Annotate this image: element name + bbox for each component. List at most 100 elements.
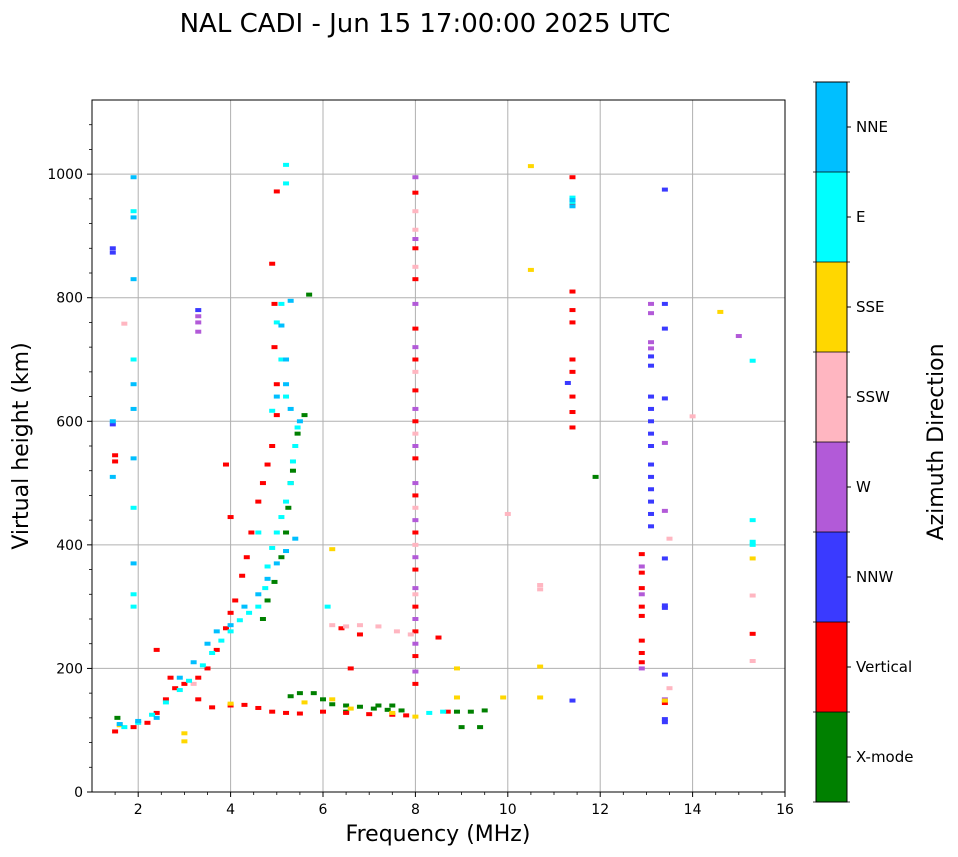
data-point-nnw [661,672,668,677]
data-point-nnw [661,605,668,610]
data-point-nnw [109,250,116,255]
data-point-vertical [232,598,239,603]
colorbar-label: Vertical [856,658,912,676]
data-point-vertical [638,604,645,609]
data-point-vertical [569,394,576,399]
y-tick-label: 600 [56,414,83,430]
data-point-x-mode [592,474,599,479]
data-point-e [292,444,299,448]
colorbar-label: E [856,208,865,226]
data-point-nne [130,215,137,220]
data-point-e [426,710,433,715]
data-point-x-mode [294,431,301,436]
data-point-ssw [749,593,756,598]
data-point-vertical [264,462,271,467]
data-point-vertical [144,720,151,725]
data-point-vertical [227,610,234,615]
data-point-nne [241,604,248,609]
data-point-nnw [661,556,668,561]
data-point-ssw [412,227,419,232]
data-point-e [255,604,262,609]
data-point-nne [116,722,123,727]
data-point-sse [389,710,396,715]
data-point-vertical [412,326,419,331]
data-point-vertical [112,729,119,734]
x-tick-label: 14 [684,802,702,818]
data-point-e [283,181,290,186]
data-point-vertical [130,725,137,730]
data-point-x-mode [278,555,285,560]
colorbar-swatch [816,172,847,262]
y-tick-label: 400 [56,538,83,554]
data-point-e [283,162,290,167]
data-point-e [749,358,756,363]
data-point-w [412,669,419,674]
data-point-nnw [661,603,668,608]
data-point-vertical [366,712,373,717]
data-point-vertical [412,246,419,251]
data-point-vertical [412,681,419,686]
data-point-vertical [209,705,216,710]
data-point-x-mode [296,691,303,696]
data-point-vertical [239,573,246,578]
data-point-sse [329,697,336,702]
data-point-nne [213,629,220,634]
data-point-nne [273,561,280,566]
data-point-vertical [412,277,419,282]
data-point-nnw [648,462,655,467]
data-point-vertical [204,666,211,671]
data-point-nnw [648,524,655,529]
data-point-ssw [666,536,673,541]
data-point-e [749,539,756,544]
data-point-w [638,564,645,569]
data-point-vertical [412,456,419,461]
data-point-nne [278,323,285,328]
colorbar-label: X-mode [856,748,913,766]
data-point-e [294,425,301,430]
data-point-vertical [569,320,576,325]
data-point-nnw [195,308,202,313]
data-point-w [412,617,419,621]
data-point-vertical [569,425,576,430]
data-point-ssw [412,431,419,436]
data-point-vertical [255,705,262,710]
data-point-sse [500,695,507,700]
data-point-nnw [648,474,655,479]
colorbar-label: SSW [856,388,890,406]
data-point-nne [292,536,299,541]
data-point-vertical [227,515,234,520]
data-point-x-mode [375,703,382,708]
data-point-e [236,618,243,623]
data-point-e [130,592,137,597]
data-point-w [412,555,419,560]
data-point-nne [264,576,271,581]
data-point-ssw [412,369,419,374]
data-point-sse [227,701,234,706]
data-point-vertical [273,413,280,418]
data-point-nne [204,641,211,646]
data-point-sse [527,164,534,169]
data-point-nnw [661,717,668,722]
x-tick-label: 16 [776,802,794,818]
data-point-vertical [243,555,250,560]
colorbar-swatch [816,82,847,172]
data-point-sse [537,664,544,669]
data-point-vertical [347,666,354,671]
data-point-vertical [569,308,576,313]
data-point-e [255,530,262,535]
data-point-sse [181,739,188,744]
data-point-vertical [638,570,645,575]
data-point-vertical [222,626,229,631]
colorbar-frame [815,81,848,803]
data-point-nnw [648,431,655,436]
data-point-x-mode [271,579,278,584]
data-point-x-mode [481,708,488,713]
data-point-nne [130,382,137,387]
data-point-vertical [412,567,419,572]
data-point-nne [130,175,137,180]
data-point-vertical [638,650,645,655]
data-point-x-mode [285,505,292,510]
data-point-nne [287,406,294,411]
data-point-nne [255,592,262,597]
y-axis-label: Virtual height (km) [9,342,34,549]
